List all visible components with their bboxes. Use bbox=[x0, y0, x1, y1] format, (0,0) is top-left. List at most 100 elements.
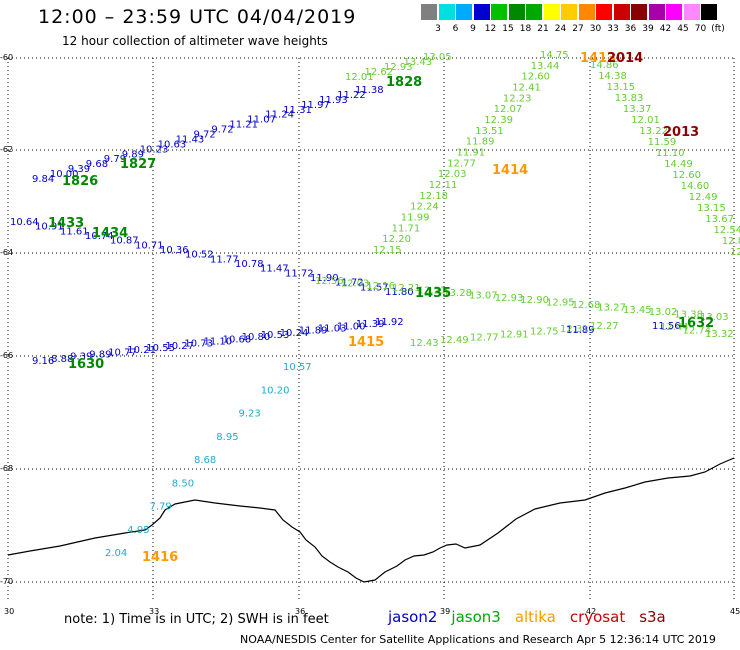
wave-height-label: 12.27 bbox=[590, 321, 619, 332]
wave-height-label: 8.68 bbox=[194, 455, 216, 466]
wave-height-label: 11.92 bbox=[375, 317, 404, 328]
wave-height-label: 2.04 bbox=[105, 548, 127, 559]
wave-height-label: 10.57 bbox=[283, 362, 312, 373]
wave-height-label: 11.10 bbox=[204, 337, 233, 348]
wave-height-label: 11.99 bbox=[401, 213, 430, 224]
wave-height-label: 13.38 bbox=[674, 310, 703, 321]
wave-height-label: 9.39 bbox=[68, 164, 90, 175]
colorbar-label: 33 bbox=[607, 24, 619, 34]
wave-height-label: 11.93 bbox=[319, 95, 348, 106]
wave-height-label: 12.49 bbox=[440, 335, 469, 346]
wave-height-label: 11.61 bbox=[60, 226, 89, 237]
pass-time-label: 1414 bbox=[492, 163, 528, 178]
wave-height-label: 12.74 bbox=[683, 326, 712, 337]
legend-item-s3a: s3a bbox=[639, 608, 666, 626]
lat-tick-label: -70 bbox=[0, 577, 13, 586]
colorbar-swatch bbox=[596, 4, 612, 20]
colorbar-swatch bbox=[613, 4, 630, 20]
colorbar-label: 30 bbox=[589, 24, 602, 34]
wave-height-label: 10.00 bbox=[50, 169, 79, 180]
pass-time-label: 2013 bbox=[663, 125, 699, 140]
pass-time-label: 1413 bbox=[580, 51, 616, 66]
wave-height-label: 11.31 bbox=[283, 105, 312, 116]
wave-height-label: 12.21 bbox=[392, 283, 421, 294]
wave-height-label: 9.68 bbox=[86, 159, 108, 170]
wave-height-label: 10.36 bbox=[160, 245, 189, 256]
wave-height-label: 11.22 bbox=[337, 90, 366, 101]
wave-height-label: 13.45 bbox=[623, 305, 652, 316]
wave-height-label: 14.75 bbox=[540, 50, 569, 61]
colorbar-label: 6 bbox=[452, 24, 459, 34]
wave-height-label: 11.10 bbox=[656, 148, 685, 159]
wave-height-label: 13.15 bbox=[607, 82, 636, 93]
wave-height-label: 10.55 bbox=[146, 343, 175, 354]
map-subtitle: 12 hour collection of altimeter wave hei… bbox=[62, 34, 328, 48]
wave-height-label: 8.88 bbox=[51, 354, 73, 365]
colorbar-swatch bbox=[526, 4, 542, 20]
wave-height-label: 7.79 bbox=[150, 502, 172, 513]
wave-height-label: 13.05 bbox=[423, 52, 452, 63]
pass-time-label: 1632 bbox=[678, 316, 714, 331]
wave-height-label: 12.75 bbox=[530, 327, 559, 338]
wave-height-label: 11.77 bbox=[210, 254, 239, 265]
map-title: 12:00 – 23:59 UTC 04/04/2019 bbox=[38, 6, 357, 28]
lat-tick-label: -68 bbox=[0, 464, 13, 473]
lat-tick-label: -60 bbox=[0, 53, 13, 62]
wave-height-label: 12.03 bbox=[341, 278, 370, 289]
legend-item-cryosat: cryosat bbox=[569, 608, 626, 626]
wave-height-label: 10.73 bbox=[184, 339, 213, 350]
wave-height-label: 12.21 bbox=[418, 286, 447, 297]
footer-credit: NOAA/NESDIS Center for Satellite Applica… bbox=[240, 633, 716, 646]
wave-height-label: 10.87 bbox=[110, 236, 139, 247]
wave-height-label: 12.77 bbox=[470, 332, 499, 343]
wave-height-label: 13.27 bbox=[597, 302, 626, 313]
wave-height-label: 10.52 bbox=[185, 250, 214, 261]
colorbar-swatch bbox=[473, 4, 490, 20]
wave-height-label: 12.11 bbox=[429, 180, 458, 191]
coastline bbox=[7, 457, 735, 583]
lon-tick-label: 30 bbox=[4, 607, 14, 616]
wave-height-label: 4.95 bbox=[127, 525, 149, 536]
wave-height-label: 13.51 bbox=[475, 126, 504, 137]
lat-tick-label: -62 bbox=[0, 145, 13, 154]
colorbar-swatch bbox=[701, 4, 717, 20]
wave-height-label: 10.71 bbox=[135, 240, 164, 251]
wave-height-label: 13.67 bbox=[705, 214, 734, 225]
wave-height-label: 13.83 bbox=[615, 93, 644, 104]
colorbar-label: 18 bbox=[519, 24, 532, 34]
legend-item-jason2: jason2 bbox=[388, 608, 438, 626]
wave-height-label: 12.44 bbox=[660, 322, 689, 333]
pass-time-label: 1827 bbox=[120, 157, 156, 172]
wave-height-label: 9.16 bbox=[32, 356, 54, 367]
lon-tick-label: 36 bbox=[295, 607, 305, 616]
wave-height-label: 12.91 bbox=[500, 330, 529, 341]
wave-height-label: 12.03 bbox=[438, 169, 467, 180]
wave-height-label: 11.91 bbox=[457, 148, 486, 159]
wave-height-label: 12.60 bbox=[672, 170, 701, 181]
wave-height-label: 13.44 bbox=[531, 61, 560, 72]
wave-height-label: 9.39 bbox=[70, 352, 92, 363]
wave-height-label: 12.77 bbox=[447, 158, 476, 169]
wave-height-label: 12.41 bbox=[512, 83, 541, 94]
wave-height-label: 14.49 bbox=[664, 159, 693, 170]
note-text: note: 1) Time is in UTC; 2) SWH is in fe… bbox=[64, 612, 329, 627]
wave-height-label: 13.28 bbox=[443, 288, 472, 299]
wave-height-label: 14.38 bbox=[598, 71, 627, 82]
colorbar-label: (ft) bbox=[711, 24, 725, 34]
wave-height-label: 13.37 bbox=[623, 104, 652, 115]
colorbar-swatch bbox=[543, 4, 560, 20]
axis-labels: 30 33 36 39 42 45 -60 -62 -64 -66 -68 -70 bbox=[0, 53, 740, 616]
wave-height-label: 12 bbox=[730, 247, 740, 258]
colorbar-label: 24 bbox=[554, 24, 567, 34]
wave-height-label: 11.21 bbox=[229, 120, 258, 131]
pass-time-label: 1435 bbox=[415, 286, 451, 301]
legend-item-altika: altika bbox=[514, 608, 556, 626]
satellite-legend: jason2 jason3 altika cryosat s3a bbox=[388, 608, 680, 626]
wave-height-label: 12.90 bbox=[520, 295, 549, 306]
wave-height-label: 13.15 bbox=[697, 203, 726, 214]
wave-height-label: 8.95 bbox=[216, 432, 238, 443]
lat-lon-grid bbox=[7, 57, 735, 600]
wave-height-label: 9.72 bbox=[194, 130, 216, 141]
colorbar-swatch bbox=[683, 4, 700, 20]
